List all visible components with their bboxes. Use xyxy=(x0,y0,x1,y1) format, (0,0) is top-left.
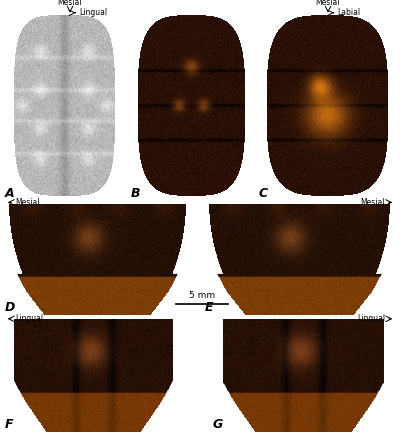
Text: Mesial: Mesial xyxy=(316,0,340,7)
Text: E: E xyxy=(205,302,213,314)
Text: 5 mm: 5 mm xyxy=(189,291,215,300)
Text: F: F xyxy=(5,419,13,431)
Text: B: B xyxy=(131,187,140,200)
Text: Lingual: Lingual xyxy=(79,8,107,17)
Text: G: G xyxy=(213,419,223,431)
Text: A: A xyxy=(5,187,14,200)
Text: Lingual: Lingual xyxy=(357,314,385,323)
Text: D: D xyxy=(5,302,15,314)
Text: Mesial: Mesial xyxy=(361,198,385,207)
Text: C: C xyxy=(259,187,268,200)
Text: Lingual: Lingual xyxy=(15,314,43,323)
Text: Mesial: Mesial xyxy=(15,198,39,207)
Text: Mesial: Mesial xyxy=(58,0,82,7)
Text: Labial: Labial xyxy=(338,8,361,17)
